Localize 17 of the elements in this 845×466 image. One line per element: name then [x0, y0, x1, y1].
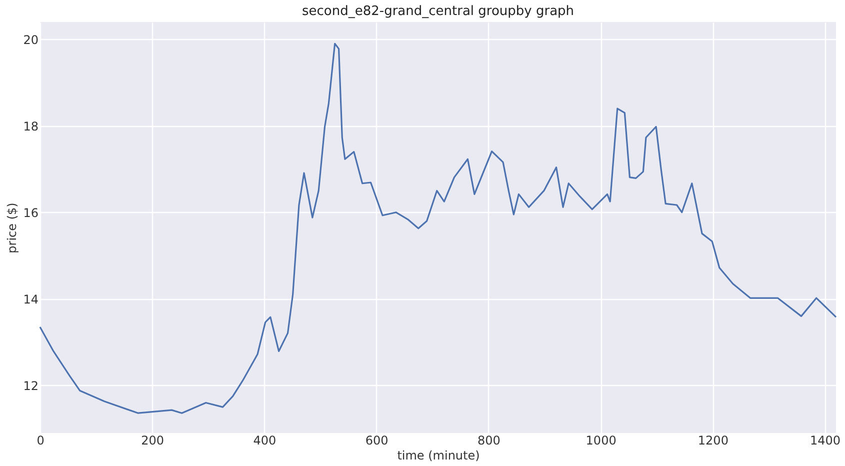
x-tick-label: 1000: [586, 434, 616, 448]
y-tick-label: 14: [23, 292, 38, 306]
line-series: [39, 42, 837, 414]
x-axis-title: time (minute): [397, 448, 480, 462]
y-tick-label: 12: [23, 378, 38, 393]
x-tick-label: 0: [36, 434, 44, 448]
x-tick-label: 1400: [810, 434, 841, 448]
x-tick-label: 200: [141, 434, 164, 448]
y-axis-title: price ($): [5, 202, 20, 254]
chart-title: second_e82-grand_central groupby graph: [302, 4, 574, 19]
y-tick-label: 20: [23, 32, 38, 47]
x-tick-label: 800: [478, 434, 500, 448]
y-tick-label: 16: [23, 206, 38, 220]
x-tick-label: 600: [365, 434, 388, 448]
x-tick-label: 1200: [698, 434, 728, 448]
y-tick-label: 18: [23, 119, 38, 134]
x-tick-label: 400: [253, 434, 276, 448]
